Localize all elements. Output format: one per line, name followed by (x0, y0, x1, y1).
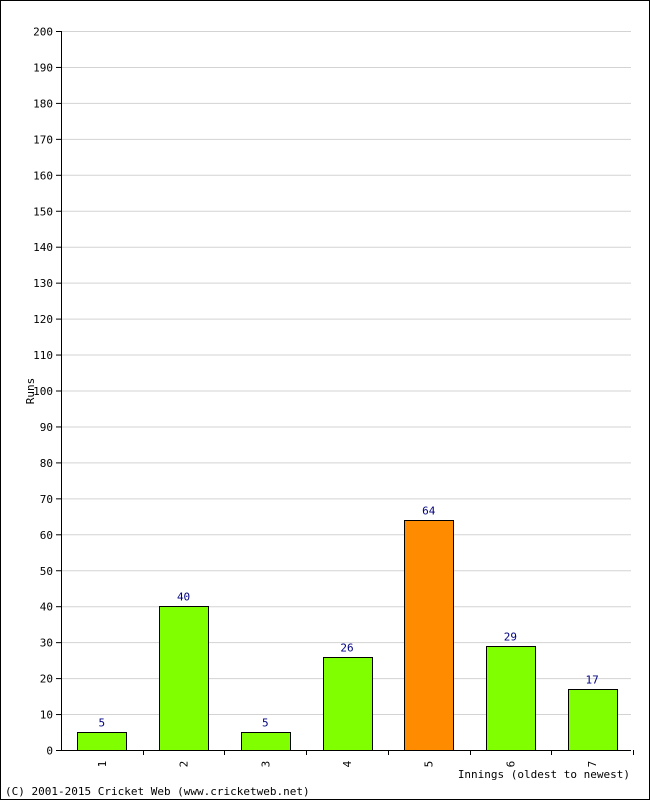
x-tick-label: 4 (341, 760, 354, 767)
x-tick-label: 2 (178, 761, 191, 768)
y-tick-label: 100 (33, 385, 53, 398)
data-label: 64 (422, 505, 436, 518)
y-tick-label: 140 (33, 241, 53, 254)
bar (323, 657, 373, 751)
y-tick-label: 0 (46, 745, 53, 758)
y-tick-label: 80 (40, 457, 53, 470)
x-tick-label: 7 (586, 761, 599, 768)
x-tick-label: 1 (96, 761, 109, 768)
x-tick-label: 5 (423, 761, 436, 768)
x-tick-label: 3 (259, 761, 272, 768)
y-tick-label: 70 (40, 493, 53, 506)
y-tick-label: 20 (40, 673, 53, 686)
bar (404, 520, 454, 751)
y-tick-label: 60 (40, 529, 53, 542)
x-tick-label: 6 (504, 761, 517, 768)
bar (159, 606, 209, 751)
bar (77, 732, 127, 751)
y-tick-label: 160 (33, 169, 53, 182)
y-tick-label: 190 (33, 61, 53, 74)
y-tick-label: 200 (33, 26, 53, 39)
y-tick-label: 110 (33, 349, 53, 362)
y-tick-label: 50 (40, 565, 53, 578)
y-tick-label: 180 (33, 97, 53, 110)
y-tick-label: 10 (40, 709, 53, 722)
y-tick-label: 120 (33, 313, 53, 326)
bars (77, 520, 618, 751)
labels: 0102030405060708090100110120130140150160… (33, 26, 599, 768)
data-label: 5 (262, 717, 269, 730)
data-label: 29 (504, 631, 517, 644)
data-label: 17 (586, 674, 599, 687)
axes (56, 31, 634, 755)
y-tick-label: 150 (33, 205, 53, 218)
bar (568, 689, 618, 751)
copyright-footer: (C) 2001-2015 Cricket Web (www.cricketwe… (5, 785, 310, 798)
y-tick-label: 30 (40, 637, 53, 650)
x-axis-title: Innings (oldest to newest) (458, 768, 630, 781)
y-tick-label: 90 (40, 421, 53, 434)
grid-lines (61, 31, 631, 716)
y-tick-label: 130 (33, 277, 53, 290)
data-label: 40 (177, 591, 190, 604)
data-label: 5 (99, 717, 106, 730)
y-axis-title: Runs (24, 378, 37, 405)
bar (241, 732, 291, 751)
y-tick-label: 170 (33, 133, 53, 146)
data-label: 26 (340, 642, 353, 655)
y-tick-label: 40 (40, 601, 53, 614)
bar (486, 646, 536, 751)
